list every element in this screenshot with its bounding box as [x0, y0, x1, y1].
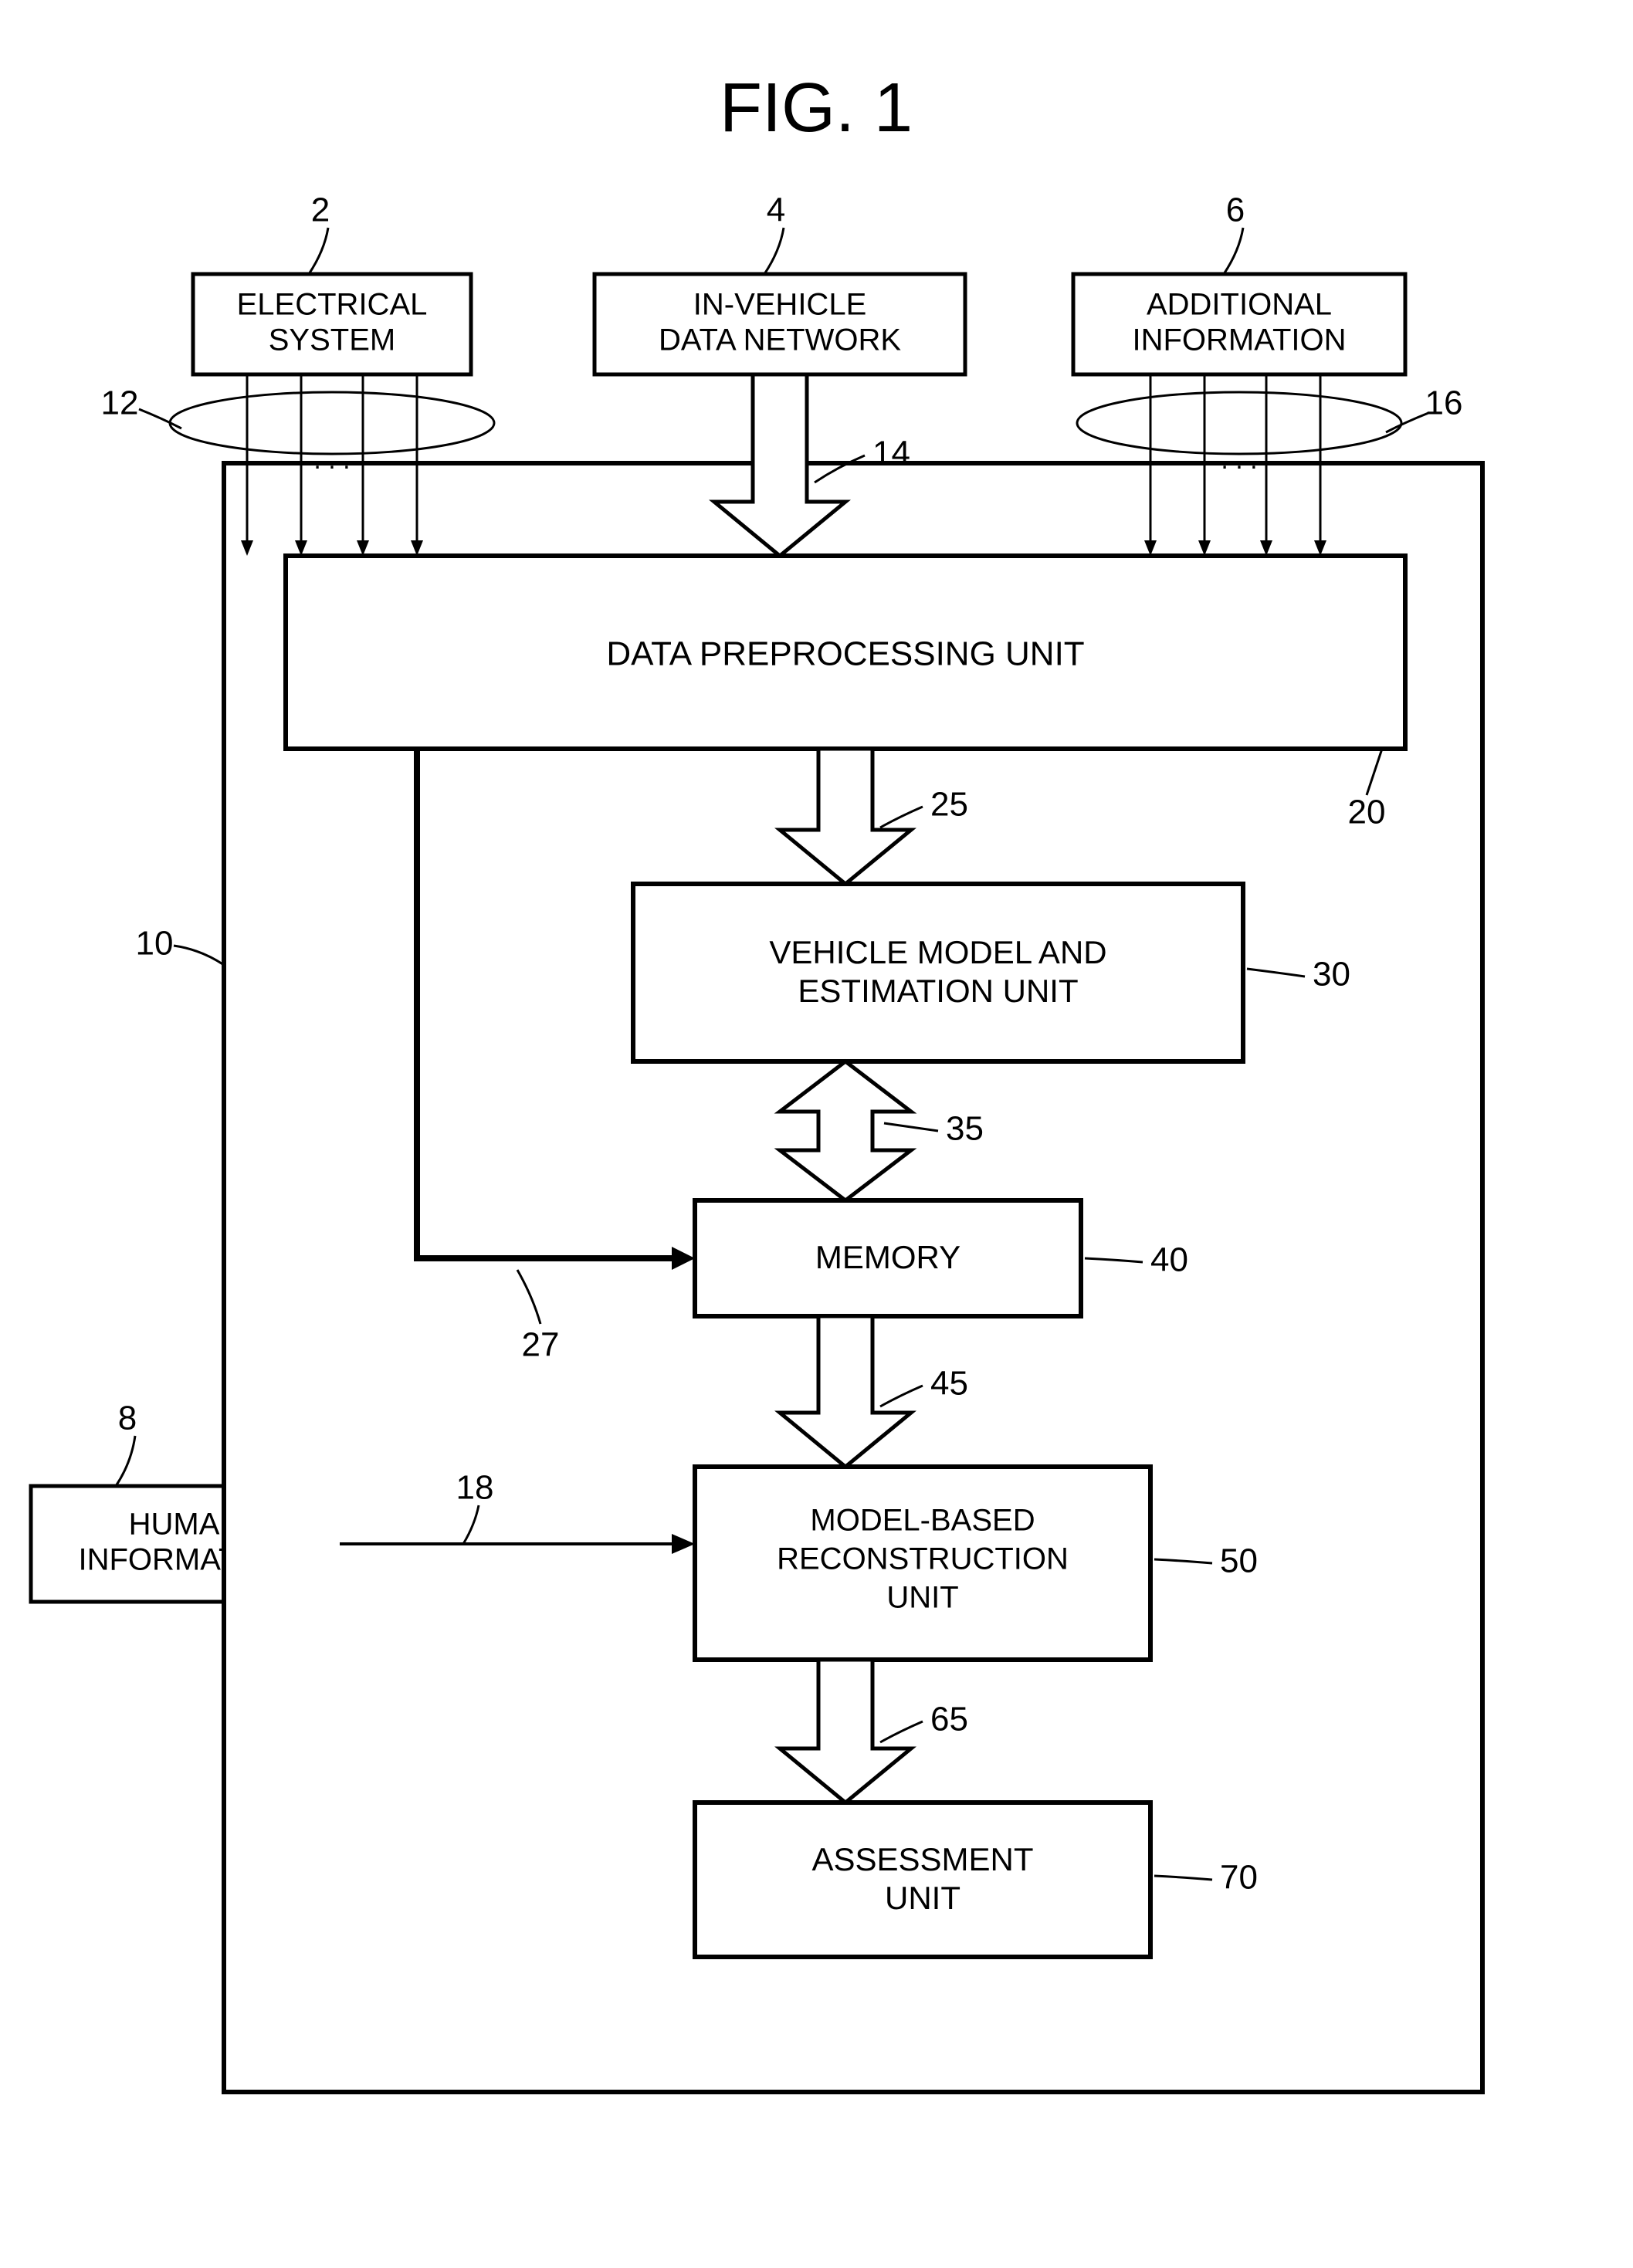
svg-text:INFORMATION: INFORMATION — [1132, 323, 1346, 357]
ref-45: 45 — [930, 1365, 968, 1403]
ref-18: 18 — [456, 1469, 494, 1507]
ref-35: 35 — [946, 1110, 984, 1148]
svg-text:VEHICLE MODEL AND: VEHICLE MODEL AND — [769, 934, 1106, 970]
node-additional-info: ADDITIONAL INFORMATION — [1073, 274, 1405, 374]
node-data-network: IN-VEHICLE DATA NETWORK — [595, 274, 965, 374]
node-data-preprocessing: DATA PREPROCESSING UNIT — [286, 556, 1405, 749]
ref-12: 12 — [101, 384, 139, 422]
svg-text:UNIT: UNIT — [886, 1581, 958, 1615]
svg-text:MODEL-BASED: MODEL-BASED — [810, 1504, 1035, 1538]
node-reconstruction: MODEL-BASED RECONSTRUCTION UNIT — [695, 1467, 1150, 1660]
svg-text:. . .: . . . — [313, 445, 350, 475]
node-memory: MEMORY — [695, 1200, 1081, 1316]
ref-50: 50 — [1220, 1542, 1258, 1580]
svg-text:IN-VEHICLE: IN-VEHICLE — [693, 288, 867, 322]
ref-30: 30 — [1313, 956, 1350, 994]
node-electrical-system: ELECTRICAL SYSTEM — [193, 274, 471, 374]
svg-text:. . .: . . . — [1221, 445, 1257, 475]
node-vehicle-model: VEHICLE MODEL AND ESTIMATION UNIT — [633, 884, 1243, 1061]
ref-27: 27 — [522, 1326, 560, 1364]
ref-65: 65 — [930, 1701, 968, 1738]
svg-text:MEMORY: MEMORY — [815, 1239, 960, 1275]
ref-20: 20 — [1348, 794, 1386, 831]
figure-1-diagram: FIG. 1 ELECTRICAL SYSTEM IN-VEHICLE DATA… — [0, 0, 1633, 2268]
svg-text:ASSESSMENT: ASSESSMENT — [811, 1841, 1033, 1877]
figure-title: FIG. 1 — [720, 69, 913, 147]
ref-40: 40 — [1150, 1241, 1188, 1279]
svg-text:ELECTRICAL: ELECTRICAL — [237, 288, 428, 322]
node-assessment: ASSESSMENT UNIT — [695, 1803, 1150, 1957]
ref-8: 8 — [118, 1400, 137, 1437]
svg-text:ADDITIONAL: ADDITIONAL — [1147, 288, 1332, 322]
ref-6: 6 — [1226, 191, 1245, 229]
ref-25: 25 — [930, 786, 968, 824]
svg-text:DATA NETWORK: DATA NETWORK — [659, 323, 901, 357]
svg-text:RECONSTRUCTION: RECONSTRUCTION — [777, 1542, 1069, 1576]
ref-10: 10 — [136, 925, 174, 963]
ref-2: 2 — [311, 191, 330, 229]
ref-4: 4 — [767, 191, 785, 229]
svg-text:DATA PREPROCESSING UNIT: DATA PREPROCESSING UNIT — [606, 635, 1084, 673]
ref-14: 14 — [872, 435, 910, 472]
ref-70: 70 — [1220, 1859, 1258, 1897]
svg-text:UNIT: UNIT — [885, 1880, 960, 1916]
svg-text:SYSTEM: SYSTEM — [269, 323, 395, 357]
ref-16: 16 — [1425, 384, 1463, 422]
svg-text:ESTIMATION UNIT: ESTIMATION UNIT — [798, 973, 1078, 1009]
